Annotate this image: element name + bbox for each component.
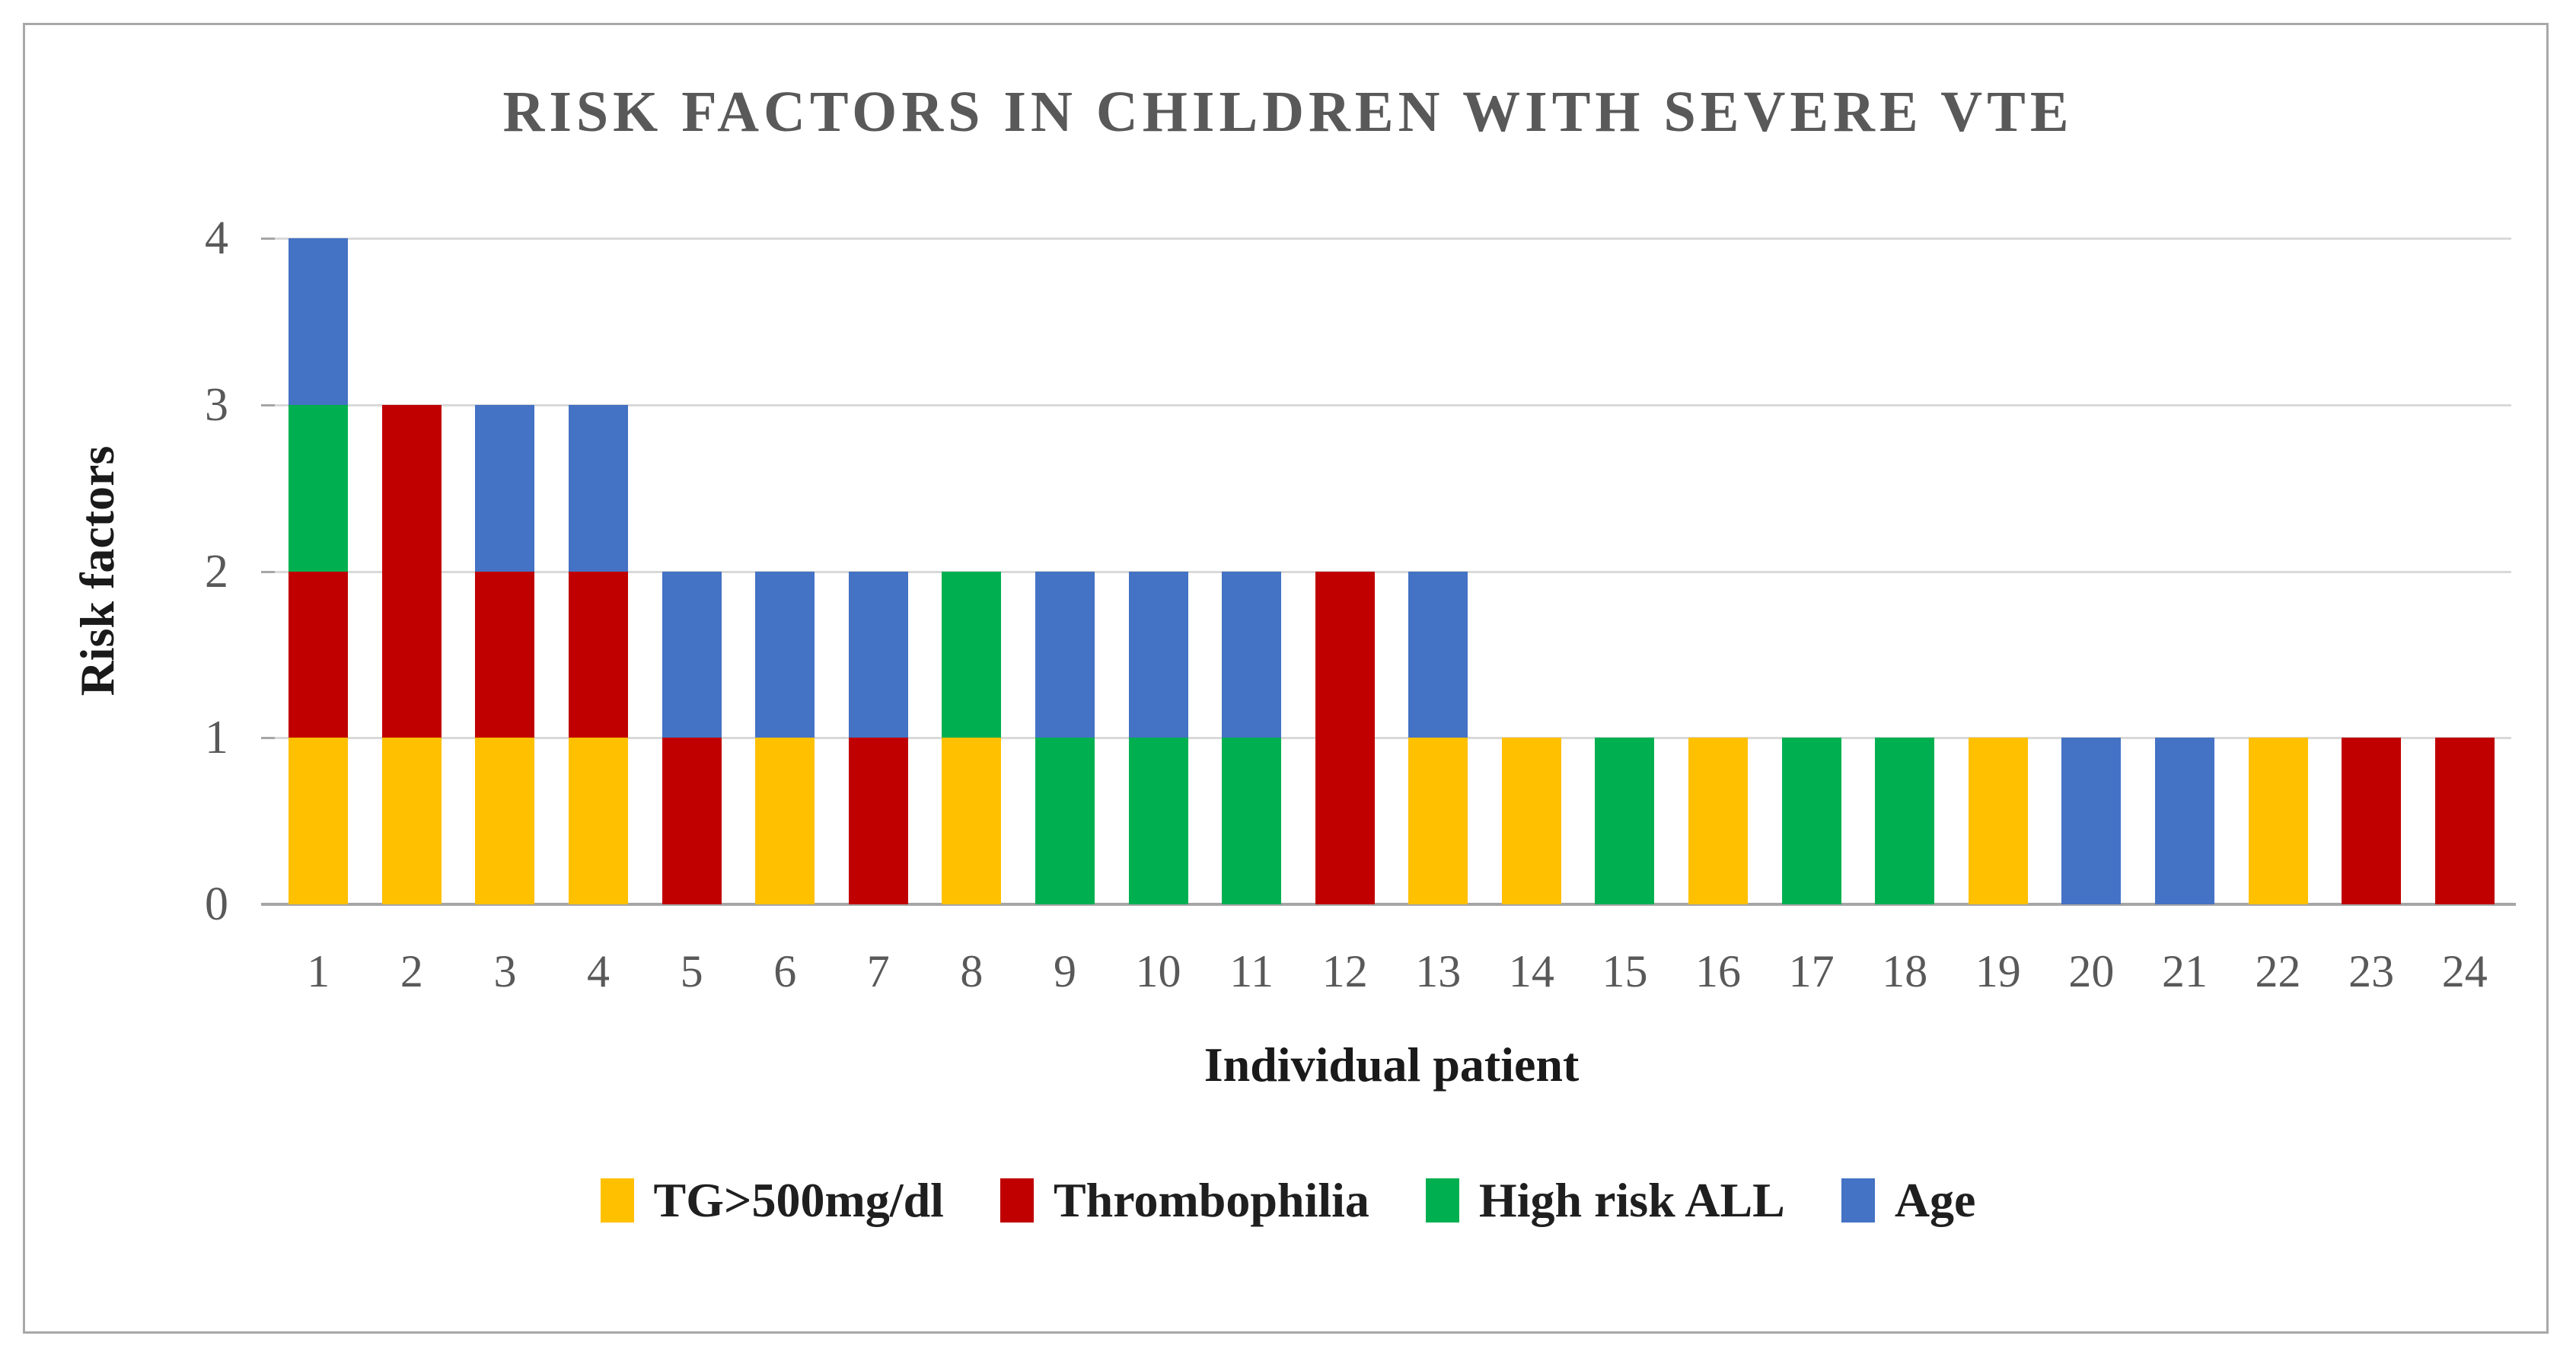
bar-segment-age	[755, 571, 815, 738]
bar-segment-high-risk-all	[1035, 738, 1095, 904]
x-tick-label: 24	[2441, 946, 2488, 996]
chart-title: RISK FACTORS IN CHILDREN WITH SEVERE VTE	[502, 80, 2074, 144]
bar-segment-thrombophilia	[2434, 738, 2495, 904]
y-tick-label: 4	[205, 212, 228, 264]
x-tick-label: 16	[1695, 946, 1742, 996]
bar-segment-high-risk-all	[1222, 738, 1282, 904]
y-tick-label: 3	[205, 378, 228, 431]
bar-segment-age	[1035, 571, 1095, 738]
x-tick-label: 6	[773, 946, 797, 996]
bar-segment-tg-500mg-dl	[1968, 738, 2028, 904]
x-tick-label: 14	[1508, 946, 1554, 996]
bar-segment-high-risk-all	[942, 571, 1002, 738]
h-gridline	[272, 403, 2511, 406]
bar-segment-tg-500mg-dl	[1408, 738, 1468, 904]
legend-label: Thrombophilia	[1053, 1173, 1369, 1227]
h-gridline	[272, 570, 2511, 573]
legend: TG>500mg/dl Thrombophilia High risk ALL Age	[0, 1172, 2576, 1229]
bar-segment-thrombophilia	[289, 571, 349, 738]
bar-segment-age	[2154, 738, 2214, 904]
x-tick-label: 12	[1321, 946, 1368, 996]
bar-segment-tg-500mg-dl	[2248, 738, 2308, 904]
bar-segment-thrombophilia	[1315, 571, 1375, 904]
x-tick-label: 22	[2255, 946, 2301, 996]
bar-segment-thrombophilia	[662, 738, 722, 904]
y-tickmark	[261, 737, 275, 740]
bar-segment-tg-500mg-dl	[381, 738, 442, 904]
legend-marker-icon	[1841, 1178, 1875, 1223]
legend-label: Age	[1894, 1173, 1976, 1227]
x-tick-label: 5	[680, 946, 703, 996]
bar-segment-age	[2061, 738, 2122, 904]
bar-segment-high-risk-all	[1128, 738, 1188, 904]
legend-marker-icon	[600, 1178, 634, 1223]
bar-segment-age	[289, 238, 349, 405]
x-tick-label: 7	[866, 946, 890, 996]
bar-segment-thrombophilia	[381, 404, 442, 738]
x-tick-label: 21	[2161, 946, 2208, 996]
legend-label: TG>500mg/dl	[653, 1173, 944, 1227]
x-tick-label: 3	[493, 946, 517, 996]
bar-segment-tg-500mg-dl	[755, 738, 815, 904]
bar-segment-age	[662, 571, 722, 738]
x-tick-label: 11	[1229, 946, 1274, 996]
bar-segment-tg-500mg-dl	[1501, 738, 1561, 904]
bar-segment-tg-500mg-dl	[1688, 738, 1749, 904]
x-tick-label: 23	[2348, 946, 2395, 996]
x-axis-title: Individual patient	[1204, 1038, 1580, 1092]
bar-segment-tg-500mg-dl	[942, 738, 1002, 904]
y-tick-label: 0	[205, 878, 228, 930]
legend-marker-icon	[999, 1178, 1034, 1223]
x-tick-label: 17	[1788, 946, 1835, 996]
x-tick-label: 15	[1602, 946, 1648, 996]
bar-segment-high-risk-all	[1595, 738, 1655, 904]
legend-marker-icon	[1425, 1178, 1459, 1223]
x-tick-label: 8	[960, 946, 984, 996]
bar-segment-thrombophilia	[2342, 738, 2402, 904]
bar-segment-high-risk-all	[1781, 738, 1841, 904]
legend-item-tg-500mg-dl: TG>500mg/dl	[600, 1172, 944, 1229]
bar-segment-age	[1128, 571, 1188, 738]
bar-segment-age	[1408, 571, 1468, 738]
x-axis-line	[261, 903, 2516, 906]
legend-item-thrombophilia: Thrombophilia	[999, 1172, 1369, 1229]
x-tick-label: 10	[1135, 946, 1181, 996]
h-gridline	[272, 737, 2511, 740]
y-tick-label: 1	[205, 712, 228, 764]
x-tick-label: 18	[1882, 946, 1928, 996]
legend-item-high-risk-all: High risk ALL	[1425, 1172, 1785, 1229]
x-tick-label: 4	[587, 946, 611, 996]
x-tick-label: 13	[1415, 946, 1462, 996]
bar-segment-thrombophilia	[569, 571, 629, 738]
x-tick-label: 20	[2068, 946, 2115, 996]
bar-segment-age	[475, 404, 535, 572]
bar-segment-thrombophilia	[475, 571, 535, 738]
y-tickmark	[261, 403, 275, 406]
bar-segment-high-risk-all	[1875, 738, 1935, 904]
h-gridline	[272, 237, 2511, 240]
bar-segment-thrombophilia	[848, 738, 908, 904]
bar-segment-age	[1222, 571, 1282, 738]
bar-segment-high-risk-all	[289, 404, 349, 572]
bar-segment-tg-500mg-dl	[569, 738, 629, 904]
legend-item-age: Age	[1841, 1172, 1976, 1229]
y-tickmark	[261, 237, 275, 240]
figure-border	[23, 23, 2549, 1334]
x-tick-label: 9	[1053, 946, 1076, 996]
x-tick-label: 19	[1975, 946, 2021, 996]
x-tick-label: 1	[307, 946, 330, 996]
y-tickmark	[261, 570, 275, 573]
bar-segment-tg-500mg-dl	[475, 738, 535, 904]
y-tick-label: 2	[205, 545, 228, 598]
bar-segment-age	[848, 571, 908, 738]
legend-label: High risk ALL	[1478, 1173, 1785, 1227]
bar-segment-age	[569, 404, 629, 572]
x-tick-label: 2	[400, 946, 423, 996]
bar-segment-tg-500mg-dl	[289, 738, 349, 904]
